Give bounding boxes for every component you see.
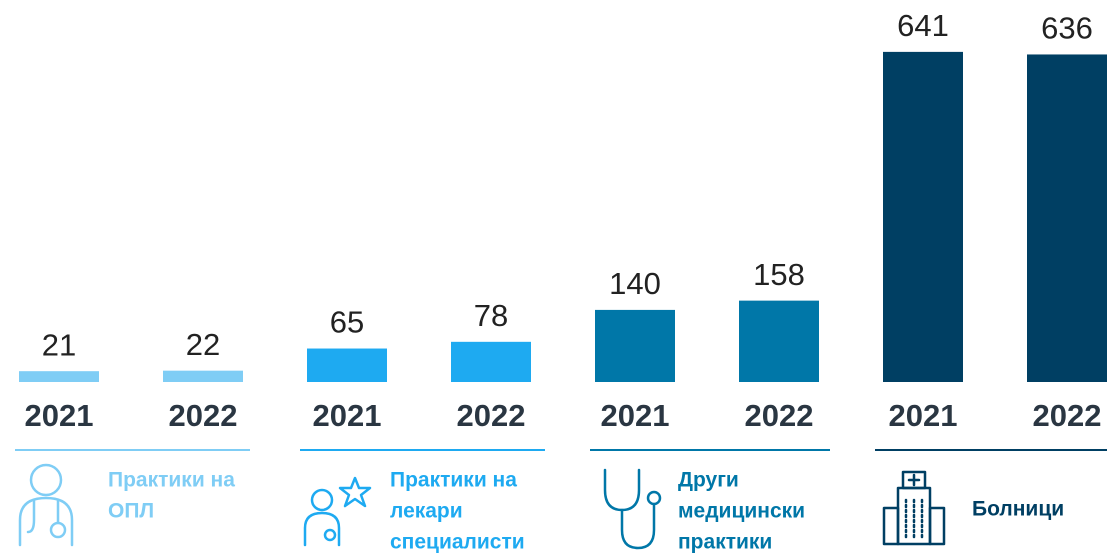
x-tick-label: 2021: [601, 398, 670, 433]
icon-hospital: [882, 470, 946, 546]
group-label: лекари: [390, 500, 463, 523]
value-label: 22: [186, 327, 220, 362]
bar: [883, 51, 963, 382]
icon-specialist: [303, 476, 372, 547]
x-tick-label: 2021: [313, 398, 382, 433]
value-label: 636: [1041, 11, 1093, 46]
bar: [739, 300, 819, 382]
group-label: Практики на: [108, 469, 235, 492]
group-label: Болници: [972, 498, 1064, 521]
bar: [19, 371, 99, 382]
group-label: практики: [678, 531, 772, 554]
bar: [163, 370, 243, 382]
bar: [451, 341, 531, 382]
x-tick-label: 2022: [169, 398, 238, 433]
icon-stethoscope: [603, 468, 662, 550]
x-tick-label: 2022: [745, 398, 814, 433]
icon-general-practitioner: [18, 463, 74, 547]
x-tick-label: 2022: [1033, 398, 1102, 433]
value-label: 158: [753, 257, 805, 292]
bar: [307, 348, 387, 382]
value-label: 140: [609, 266, 661, 301]
group-label: ОПЛ: [108, 500, 154, 523]
bar: [595, 309, 675, 382]
group-label: специалисти: [390, 531, 525, 554]
value-label: 78: [474, 298, 508, 333]
value-label: 641: [897, 8, 949, 43]
group-label: Други: [678, 469, 739, 492]
value-label: 21: [42, 327, 76, 362]
x-tick-label: 2021: [889, 398, 958, 433]
x-tick-label: 2021: [25, 398, 94, 433]
value-label: 65: [330, 305, 364, 340]
group-label: Практики на: [390, 469, 517, 492]
x-tick-label: 2022: [457, 398, 526, 433]
group-label: медицински: [678, 500, 805, 523]
bar: [1027, 54, 1107, 383]
